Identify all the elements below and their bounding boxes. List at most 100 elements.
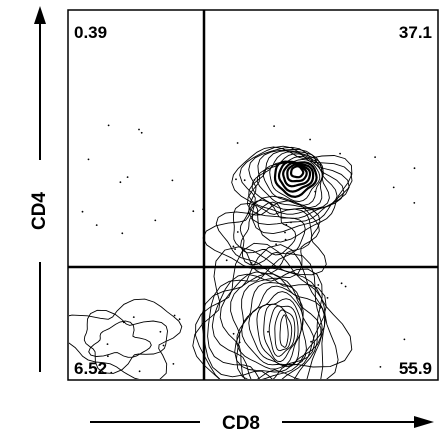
contour-ring-lower	[230, 273, 327, 379]
contour-ring-upper	[290, 165, 305, 179]
event-dot	[140, 131, 143, 134]
event-dot	[138, 128, 140, 131]
event-dot	[119, 181, 122, 184]
event-dots	[81, 124, 416, 374]
event-dot	[374, 156, 376, 159]
contour-ring-upper	[273, 160, 318, 199]
event-dot	[178, 318, 181, 321]
event-dot	[270, 203, 273, 206]
contour-ring-upper	[277, 160, 315, 193]
event-dot	[250, 262, 253, 264]
event-dot	[173, 314, 176, 317]
contour-ring-bridge	[232, 202, 313, 275]
event-dot	[284, 231, 286, 234]
event-dot	[132, 316, 135, 318]
event-dot	[275, 243, 277, 246]
contour-ring-lower	[279, 314, 289, 348]
contour-ring-upper	[282, 161, 312, 188]
event-dot	[310, 340, 312, 343]
contour-ring-upper	[262, 155, 323, 206]
quadrant-lower-left-label: 6.52	[74, 359, 107, 378]
event-dot	[225, 259, 228, 262]
event-dot	[171, 179, 174, 182]
event-dot	[238, 341, 241, 344]
contour-ring-upper	[251, 151, 330, 211]
event-dot	[403, 338, 406, 341]
event-dot	[172, 363, 175, 365]
event-dot	[284, 238, 287, 241]
event-dot	[407, 366, 410, 369]
event-dot	[253, 179, 256, 181]
quadrant-lower-right-label: 55.9	[399, 359, 432, 378]
contour-ring-lowerleft	[83, 309, 168, 374]
contour-ring-lowerleft	[69, 298, 183, 379]
contour-ring-upper	[246, 149, 345, 219]
contour-ring-upper	[248, 150, 338, 215]
event-dot	[235, 178, 237, 181]
contour-ring-lower	[211, 268, 323, 379]
contour-ring-bridge	[239, 199, 306, 266]
event-dot	[107, 355, 109, 358]
event-dot	[314, 159, 317, 162]
event-dot	[317, 284, 320, 286]
event-dot	[309, 138, 311, 141]
event-dot	[290, 221, 292, 224]
event-dot	[236, 142, 239, 144]
contour-ring-upper	[239, 145, 353, 235]
event-dot	[232, 245, 235, 248]
contour-ring-upper	[248, 146, 350, 226]
contour-ring-lower	[207, 253, 323, 379]
event-dot	[234, 248, 237, 251]
x-axis-arrow	[90, 416, 434, 428]
event-dot	[121, 232, 124, 235]
event-dot	[413, 167, 416, 170]
contour-ring-upper	[269, 158, 321, 202]
event-dot	[285, 223, 288, 226]
contour-ring-lower	[219, 271, 327, 379]
event-dot	[340, 282, 343, 285]
plot-frame	[67, 9, 439, 381]
contour-ring-lower	[192, 246, 353, 379]
event-dot	[314, 190, 317, 193]
event-dot	[339, 152, 341, 155]
contour-ring-lower	[195, 242, 339, 379]
event-dot	[154, 219, 157, 222]
event-dot	[107, 124, 110, 127]
contour-ring-lower	[268, 305, 296, 357]
quadrant-upper-left-label: 0.39	[74, 23, 107, 42]
y-axis-label: CD4	[29, 192, 50, 230]
event-dot	[319, 307, 321, 309]
event-dot	[267, 330, 269, 333]
x-axis-label: CD8	[222, 413, 260, 434]
event-dot	[344, 285, 347, 288]
event-dot	[379, 366, 382, 368]
event-dot	[392, 186, 395, 189]
event-dot	[413, 202, 416, 204]
event-dot	[243, 179, 246, 182]
event-dot	[87, 158, 90, 161]
contour-ring-bridge	[202, 195, 327, 276]
quadrant-upper-right-label: 37.1	[399, 23, 432, 42]
contour-ring-lower	[236, 282, 315, 370]
event-dot	[192, 210, 195, 213]
event-dot	[273, 125, 275, 127]
contour-lines	[69, 145, 353, 379]
event-dot	[162, 344, 165, 347]
event-dot	[326, 297, 329, 299]
contour-ring-lowerleft	[88, 320, 152, 358]
contour-ring-lower	[263, 303, 299, 363]
event-dot	[95, 224, 98, 227]
event-dot	[236, 231, 239, 233]
event-dot	[232, 332, 235, 335]
contour-ring-lower	[256, 298, 302, 366]
event-dot	[138, 370, 141, 373]
y-axis-arrow	[34, 6, 46, 372]
event-dot	[122, 321, 125, 324]
event-dot	[110, 371, 113, 374]
event-dot	[106, 343, 109, 345]
event-dot	[81, 210, 84, 213]
event-dot	[159, 330, 162, 333]
contour-ring-upper	[231, 146, 353, 243]
event-dot	[126, 176, 129, 179]
